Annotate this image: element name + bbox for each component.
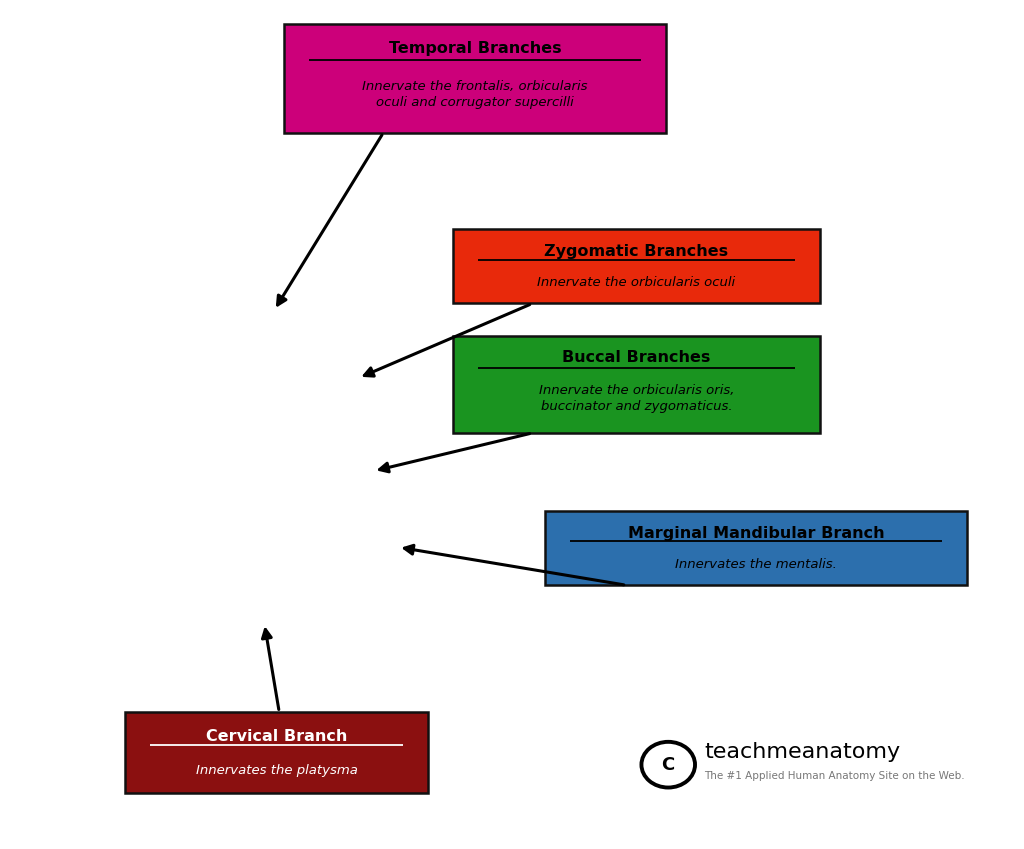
Text: teachmeanatomy: teachmeanatomy (703, 742, 900, 762)
FancyBboxPatch shape (125, 712, 428, 793)
Text: Zygomatic Branches: Zygomatic Branches (545, 244, 728, 259)
FancyBboxPatch shape (285, 25, 667, 132)
Text: The #1 Applied Human Anatomy Site on the Web.: The #1 Applied Human Anatomy Site on the… (703, 771, 965, 781)
Text: Innervate the orbicularis oculi: Innervate the orbicularis oculi (538, 276, 735, 290)
FancyBboxPatch shape (453, 335, 820, 433)
Text: C: C (662, 756, 675, 773)
Text: Innervate the frontalis, orbicularis
oculi and corrugator supercilli: Innervate the frontalis, orbicularis ocu… (362, 80, 588, 110)
Text: Marginal Mandibular Branch: Marginal Mandibular Branch (628, 526, 885, 541)
FancyBboxPatch shape (453, 229, 820, 303)
Text: Innervate the orbicularis oris,
buccinator and zygomaticus.: Innervate the orbicularis oris, buccinat… (539, 385, 734, 413)
Text: Innervates the platysma: Innervates the platysma (196, 763, 357, 777)
Text: Cervical Branch: Cervical Branch (206, 728, 347, 744)
Text: Temporal Branches: Temporal Branches (389, 41, 561, 55)
Text: Innervates the mentalis.: Innervates the mentalis. (675, 558, 837, 571)
FancyBboxPatch shape (545, 511, 967, 585)
Text: Buccal Branches: Buccal Branches (562, 350, 711, 364)
